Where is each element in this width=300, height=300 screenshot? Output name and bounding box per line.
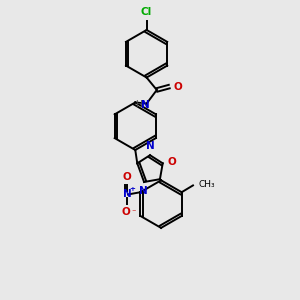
- Text: H: H: [135, 100, 142, 109]
- Text: O: O: [122, 207, 130, 218]
- Text: N: N: [141, 100, 150, 110]
- Text: CH₃: CH₃: [199, 180, 215, 189]
- Text: Cl: Cl: [141, 8, 152, 17]
- Text: ⁻: ⁻: [131, 207, 135, 216]
- Text: O: O: [122, 172, 131, 182]
- Text: O: O: [173, 82, 182, 92]
- Text: O: O: [168, 157, 176, 167]
- Text: N: N: [146, 141, 155, 151]
- Text: N: N: [122, 190, 131, 200]
- Text: N: N: [139, 186, 147, 196]
- Text: +: +: [129, 186, 135, 192]
